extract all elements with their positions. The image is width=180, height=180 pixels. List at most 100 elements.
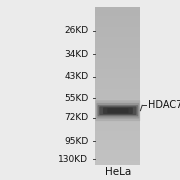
Text: 72KD: 72KD (64, 113, 88, 122)
FancyBboxPatch shape (98, 105, 138, 116)
Text: 34KD: 34KD (64, 50, 88, 59)
Bar (95, 16, 140, 18)
Bar (95, 12, 140, 14)
Bar (95, 117, 140, 119)
Bar (95, 32, 140, 33)
Bar (95, 11, 140, 12)
Bar (95, 155, 140, 157)
Bar (95, 97, 140, 99)
Bar (95, 108, 140, 110)
Text: HDAC7: HDAC7 (148, 100, 180, 110)
Bar (95, 48, 140, 49)
Bar (95, 163, 140, 165)
Bar (95, 54, 140, 56)
Bar (95, 143, 140, 145)
Bar (95, 105, 140, 107)
Bar (95, 152, 140, 154)
Bar (95, 57, 140, 58)
Bar (95, 45, 140, 47)
Bar (95, 66, 140, 68)
Bar (95, 133, 140, 134)
Bar (95, 104, 140, 106)
Text: 43KD: 43KD (64, 72, 88, 81)
Bar (95, 75, 140, 77)
Bar (95, 22, 140, 24)
Bar (95, 7, 140, 8)
Bar (95, 158, 140, 159)
Bar (95, 71, 140, 73)
Bar (95, 78, 140, 79)
FancyBboxPatch shape (107, 108, 129, 113)
Bar (95, 160, 140, 162)
Bar (95, 19, 140, 20)
Bar (95, 113, 140, 115)
Bar (95, 42, 140, 44)
Bar (95, 67, 140, 69)
Bar (95, 132, 140, 133)
Bar (95, 114, 140, 116)
Bar (95, 122, 140, 124)
Bar (95, 69, 140, 70)
Text: 26KD: 26KD (64, 26, 88, 35)
Bar (95, 74, 140, 75)
Bar (95, 61, 140, 62)
Bar (95, 28, 140, 30)
Bar (95, 130, 140, 132)
Bar (95, 112, 140, 114)
Bar (95, 50, 140, 52)
Bar (95, 53, 140, 55)
Bar (95, 73, 140, 74)
Bar (95, 107, 140, 108)
Bar (95, 58, 140, 60)
Bar (95, 147, 140, 149)
Text: 95KD: 95KD (64, 137, 88, 146)
Bar (95, 100, 140, 102)
Bar (95, 141, 140, 142)
Bar (95, 162, 140, 163)
Bar (95, 103, 140, 104)
Bar (95, 101, 140, 103)
Text: 130KD: 130KD (58, 155, 88, 164)
Bar (95, 49, 140, 51)
Bar (95, 65, 140, 66)
Bar (95, 40, 140, 41)
Bar (95, 8, 140, 10)
Bar (95, 46, 140, 48)
Bar (95, 92, 140, 94)
Bar (95, 128, 140, 129)
Bar (95, 83, 140, 85)
Bar (95, 80, 140, 82)
Bar (95, 29, 140, 31)
Bar (95, 121, 140, 123)
Bar (95, 51, 140, 53)
Bar (95, 129, 140, 130)
Bar (95, 10, 140, 11)
Bar (95, 146, 140, 148)
Bar (95, 76, 140, 78)
Bar (95, 111, 140, 112)
Bar (95, 96, 140, 98)
Bar (95, 116, 140, 117)
Bar (95, 134, 140, 136)
Bar (95, 124, 140, 125)
FancyBboxPatch shape (96, 103, 139, 118)
Bar (95, 84, 140, 86)
Bar (95, 139, 140, 141)
Bar (95, 125, 140, 127)
Bar (95, 118, 140, 120)
Bar (95, 25, 140, 27)
Bar (95, 63, 140, 65)
Bar (95, 154, 140, 156)
Bar (95, 13, 140, 15)
Bar (95, 30, 140, 32)
Bar (95, 86, 140, 87)
Bar (95, 136, 140, 137)
Bar (95, 150, 140, 152)
Bar (95, 21, 140, 23)
Bar (95, 17, 140, 19)
Bar (95, 93, 140, 95)
Bar (95, 15, 140, 16)
Bar (95, 120, 140, 121)
Bar (95, 41, 140, 43)
Bar (95, 151, 140, 153)
